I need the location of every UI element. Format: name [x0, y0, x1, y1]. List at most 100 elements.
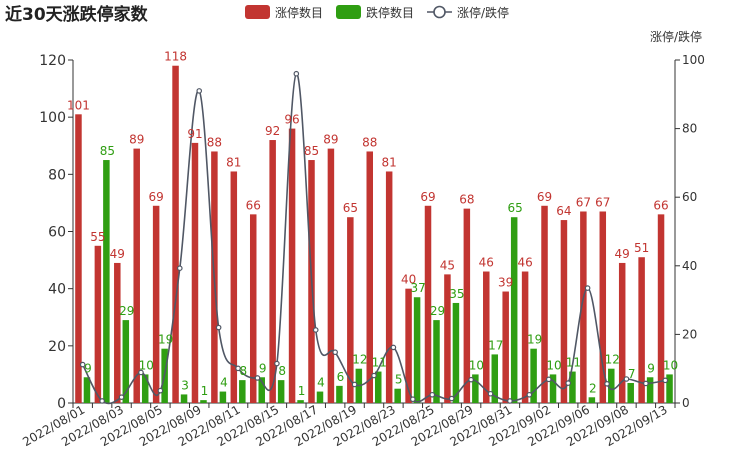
bar-limit-up — [444, 274, 451, 403]
y-tick-label: 80 — [48, 167, 66, 183]
data-label-limit-up: 45 — [440, 258, 455, 272]
data-label-limit-down: 10 — [663, 358, 678, 372]
data-label-limit-down: 11 — [566, 356, 581, 370]
bar-limit-down — [219, 391, 227, 403]
bar-limit-up — [580, 211, 587, 403]
data-label-limit-up: 64 — [556, 204, 571, 218]
data-label-limit-up: 69 — [537, 190, 552, 204]
ratio-point — [468, 376, 474, 383]
bar-limit-up — [191, 142, 199, 403]
ratio-point — [584, 285, 591, 291]
ratio-point — [99, 398, 105, 404]
bar-limit-up — [541, 205, 548, 403]
data-label-limit-down: 29 — [119, 304, 134, 318]
y-tick-label: 60 — [48, 225, 66, 241]
legend-swatch[interactable] — [336, 5, 361, 19]
data-labels: 1019558549298910691911839118848186699289… — [67, 50, 678, 398]
bar-limit-up — [288, 128, 296, 403]
bar-limit-up — [114, 262, 121, 403]
y-tick-label: 20 — [48, 339, 66, 355]
bar-limit-down — [277, 380, 285, 403]
y2-tick-label: 40 — [682, 259, 697, 273]
bar-limit-down — [180, 394, 188, 403]
bar-limit-up — [75, 114, 82, 403]
data-label-limit-up: 46 — [479, 256, 494, 270]
bar-limit-down — [316, 391, 324, 403]
ratio-point — [390, 344, 397, 351]
y-tick-label: 120 — [39, 53, 66, 69]
legend: 涨停数目 跌停数目 涨停/跌停 — [245, 5, 509, 20]
bar-limit-down — [569, 371, 576, 403]
ratio-point — [565, 380, 571, 386]
y2-tick-label: 60 — [682, 190, 697, 204]
bar-limit-up — [502, 291, 509, 403]
data-label-limit-up: 69 — [420, 190, 435, 204]
bar-limit-down — [122, 320, 130, 403]
data-label-limit-down: 8 — [239, 364, 247, 378]
data-label-limit-up: 96 — [284, 113, 299, 127]
data-label-limit-down: 7 — [628, 367, 636, 381]
ratio-point — [274, 360, 280, 367]
data-label-limit-up: 118 — [164, 50, 187, 64]
bar-limit-down — [491, 354, 499, 403]
data-label-limit-down: 19 — [158, 333, 173, 347]
ratio-point — [215, 324, 222, 331]
bar-limit-up — [133, 148, 140, 403]
data-label-limit-down: 9 — [647, 361, 655, 375]
data-label-limit-down: 19 — [527, 333, 542, 347]
data-label-limit-up: 67 — [576, 195, 591, 209]
ratio-line-path — [81, 72, 666, 405]
data-label-limit-up: 91 — [187, 127, 202, 141]
bar-limit-down — [239, 380, 246, 403]
bar-limit-down — [394, 388, 401, 403]
data-label-limit-up: 69 — [148, 190, 163, 204]
bar-limit-up — [94, 245, 102, 403]
data-label-limit-up: 49 — [110, 247, 125, 261]
data-label-limit-up: 89 — [323, 133, 338, 147]
data-label-limit-down: 4 — [317, 376, 325, 390]
data-label-limit-down: 35 — [449, 287, 464, 301]
ratio-point — [312, 327, 319, 333]
data-label-limit-up: 101 — [67, 98, 90, 112]
bar-limit-down — [103, 160, 110, 403]
data-label-limit-up: 51 — [634, 241, 649, 255]
bar-limit-up — [269, 140, 276, 404]
bars — [75, 65, 673, 404]
y2-tick-label: 80 — [682, 122, 697, 136]
legend-label[interactable]: 涨停/跌停 — [457, 5, 509, 20]
legend-swatch[interactable] — [245, 5, 270, 19]
data-label-limit-down: 9 — [84, 361, 92, 375]
data-label-limit-down: 37 — [410, 281, 425, 295]
y-tick-label: 0 — [57, 396, 66, 412]
data-label-limit-down: 9 — [259, 361, 267, 375]
y2-tick-label: 20 — [682, 327, 697, 341]
data-label-limit-up: 67 — [595, 195, 610, 209]
bar-limit-down — [452, 302, 460, 403]
legend-swatch-marker[interactable] — [433, 5, 446, 19]
data-label-limit-down: 11 — [372, 356, 387, 370]
bar-limit-down — [530, 348, 537, 403]
data-label-limit-down: 1 — [298, 384, 306, 398]
data-label-limit-up: 55 — [90, 230, 105, 244]
data-label-limit-up: 49 — [615, 247, 630, 261]
data-label-limit-down: 5 — [395, 373, 403, 387]
bar-limit-up — [424, 205, 432, 403]
ratio-point — [351, 381, 358, 388]
legend-label[interactable]: 涨停数目 — [275, 5, 323, 20]
bar-limit-up — [560, 220, 568, 403]
ratio-point — [604, 380, 610, 387]
data-label-limit-up: 81 — [226, 155, 241, 169]
data-label-limit-down: 6 — [337, 370, 345, 384]
bar-limit-down — [646, 377, 654, 403]
bar-limit-down — [472, 374, 479, 403]
data-label-limit-down: 10 — [546, 358, 561, 372]
bar-limit-down — [297, 400, 304, 403]
data-label-limit-up: 68 — [459, 193, 474, 207]
bar-limit-down — [336, 385, 343, 403]
bar-limit-up — [172, 65, 179, 403]
bar-limit-up — [366, 151, 373, 403]
legend-label[interactable]: 跌停数目 — [366, 5, 414, 20]
bar-limit-down — [413, 297, 421, 403]
